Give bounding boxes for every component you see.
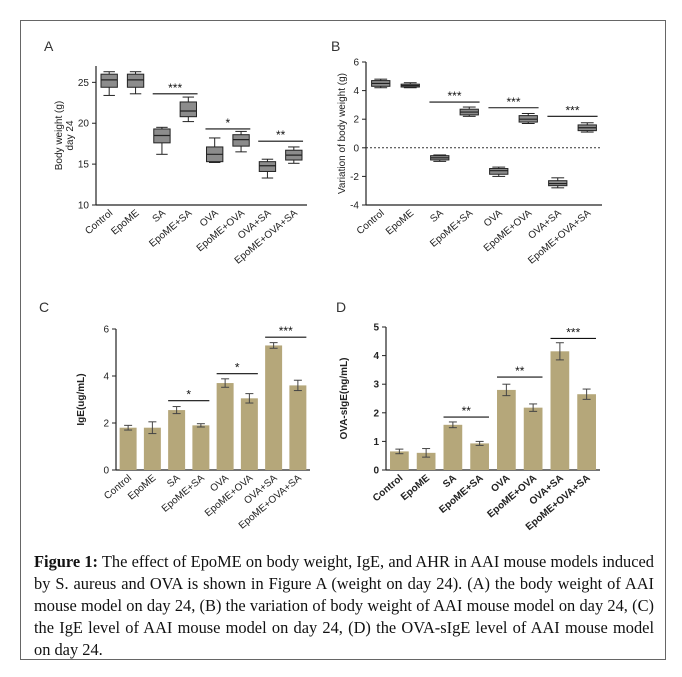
- panel-d-sig-label: **: [515, 364, 525, 378]
- panel-a-xtick-label: Control: [83, 208, 115, 237]
- panel-d-y-label: OVA-sIgE(ng/mL): [339, 357, 350, 439]
- panel-b-letter: B: [331, 38, 340, 54]
- panel-d-bar: [443, 424, 463, 470]
- panel-d-bar: [523, 407, 543, 470]
- panel-b-xtick-label: OVA: [482, 208, 505, 230]
- panel-a-sig-label: *: [226, 116, 231, 130]
- caption-label: Figure 1:: [34, 552, 98, 571]
- panel-d-bar: [470, 443, 489, 470]
- panel-d-bar: [497, 389, 516, 470]
- figure-caption: Figure 1: The effect of EpoME on body we…: [34, 551, 654, 661]
- panel-d-bar: [550, 351, 570, 470]
- panel-a-xtick-label: EpoME: [109, 208, 141, 238]
- panel-c-sig-label: ***: [279, 324, 293, 338]
- panel-a-ytick-label: 10: [78, 201, 90, 212]
- panel-c-ytick-label: 2: [103, 419, 109, 430]
- panel-a-y-label: day 24: [65, 120, 76, 150]
- panel-a-group: A 10 15 20 25 Body weight (g) day 24 ControlEpo…: [44, 38, 307, 267]
- panel-d-bar: [577, 394, 596, 470]
- panel-d-xtick-label: SA: [441, 473, 459, 490]
- panel-d-bar: [390, 451, 409, 470]
- panel-a-letter: A: [44, 38, 54, 54]
- panel-d-ytick-label: 5: [373, 323, 379, 334]
- panel-b-sig-label: ***: [565, 103, 579, 117]
- figure-frame: [20, 20, 666, 660]
- panel-b-ytick-label: -4: [350, 201, 359, 212]
- panel-b-xtick-label: EpoME: [384, 208, 416, 238]
- panel-a-xtick-label: SA: [151, 208, 169, 225]
- panel-d-sig-label: ***: [566, 325, 580, 339]
- panel-c-bar: [192, 425, 210, 470]
- panel-d-bar: [416, 452, 436, 470]
- panel-b-ytick-label: -2: [350, 172, 359, 183]
- panel-b-ytick-label: 0: [353, 143, 359, 154]
- panel-d-ytick-label: 2: [373, 408, 379, 419]
- panel-a-box: [232, 134, 250, 147]
- panel-c-letter: C: [39, 299, 49, 315]
- panel-c-bar: [119, 427, 137, 470]
- panel-b-box: [489, 168, 509, 175]
- panel-a-box: [100, 73, 118, 88]
- panel-b-group: B -4 -2 0 2 4 6 Variation of body weight (g) Con…: [331, 38, 602, 267]
- panel-d-ytick-label: 1: [373, 437, 379, 448]
- panel-c-y-label: IgE(ug/mL): [76, 373, 87, 425]
- panel-d-xtick-label: Control: [371, 473, 405, 504]
- panel-d-ytick-label: 4: [373, 351, 379, 362]
- panel-b-y-label: Variation of body weight (g): [337, 73, 348, 194]
- panel-c-bar: [289, 385, 307, 470]
- panel-a-sig-label: **: [276, 128, 286, 142]
- panel-c-bar: [216, 383, 234, 470]
- panel-b-ytick-label: 6: [353, 58, 359, 69]
- panel-a-ytick-label: 15: [78, 160, 90, 171]
- panel-a-ytick-label: 20: [78, 119, 90, 130]
- panel-c-xtick-label: EpoME: [126, 473, 158, 503]
- panel-c-bar: [265, 345, 283, 470]
- panel-b-sig-label: ***: [506, 95, 520, 109]
- panel-c-ytick-label: 6: [103, 325, 109, 336]
- caption-text: The effect of EpoME on body weight, IgE,…: [34, 552, 654, 659]
- panel-a-box: [258, 161, 277, 172]
- panel-b-ytick-label: 2: [353, 115, 359, 126]
- panel-c-bar: [240, 398, 258, 470]
- panel-d-ytick-label: 3: [373, 380, 379, 391]
- panel-c-bar: [143, 427, 161, 470]
- panel-d-xtick-label: EpoME: [399, 473, 432, 503]
- panel-c-xtick-label: SA: [165, 473, 183, 490]
- panel-a-sig-label: ***: [168, 81, 182, 95]
- panel-d-letter: D: [336, 299, 346, 315]
- panel-c-ytick-label: 4: [103, 372, 109, 383]
- panel-a-box: [126, 73, 145, 88]
- panel-d-sig-label: **: [462, 404, 472, 418]
- panel-c-sig-label: *: [235, 361, 240, 375]
- panel-d-ytick-label: 0: [373, 466, 379, 477]
- panel-b-sig-label: ***: [447, 89, 461, 103]
- panel-c-sig-label: *: [186, 388, 191, 402]
- panel-a-ytick-label: 25: [78, 78, 90, 89]
- panel-a-y-label: Body weight (g): [54, 101, 65, 170]
- panel-c-bar: [168, 410, 186, 470]
- panel-b-xtick-label: Control: [355, 208, 387, 237]
- panel-b-xtick-label: SA: [428, 208, 446, 225]
- panel-c-ytick-label: 0: [103, 466, 109, 477]
- panel-a-box: [179, 101, 197, 118]
- panel-b-ytick-label: 4: [353, 86, 359, 97]
